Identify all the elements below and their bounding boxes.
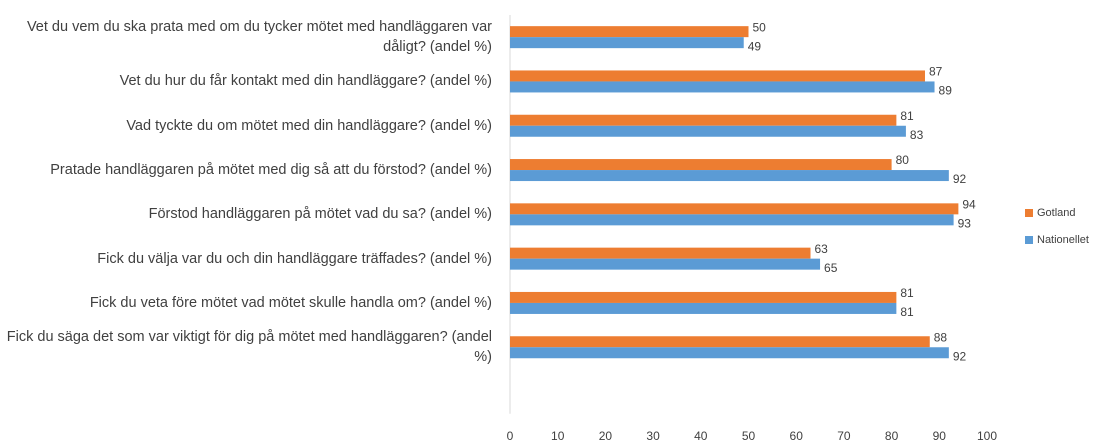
legend-swatch xyxy=(1025,236,1033,244)
x-tick-label: 90 xyxy=(933,429,947,443)
bar xyxy=(510,114,897,126)
bar xyxy=(510,70,925,82)
legend-label: Nationellet xyxy=(1037,234,1089,246)
bar xyxy=(510,258,821,270)
category-label: Förstod handläggaren på mötet vad du sa?… xyxy=(148,206,492,223)
bar xyxy=(510,159,892,171)
bar xyxy=(510,125,906,137)
bar xyxy=(510,291,897,303)
bar xyxy=(510,214,954,226)
category-label: Vad tyckte du om mötet med din handlägga… xyxy=(126,117,492,134)
x-tick-label: 50 xyxy=(742,429,756,443)
data-label: 81 xyxy=(900,286,914,300)
data-label: 89 xyxy=(939,84,953,98)
category-label: Pratade handläggaren på mötet med dig så… xyxy=(50,162,492,179)
data-label: 63 xyxy=(815,242,829,256)
bar xyxy=(510,336,930,348)
bar xyxy=(510,247,811,259)
x-tick-label: 100 xyxy=(977,429,997,443)
x-tick-label: 20 xyxy=(599,429,613,443)
bar xyxy=(510,203,959,215)
data-label: 87 xyxy=(929,65,943,79)
data-label: 65 xyxy=(824,261,838,275)
category-label: Vet du hur du får kontakt med din handlä… xyxy=(119,73,492,90)
data-label: 88 xyxy=(934,330,948,344)
bar xyxy=(510,37,744,49)
category-label: Fick du säga det som var viktigt för dig… xyxy=(6,329,492,366)
x-tick-label: 70 xyxy=(837,429,851,443)
data-label: 83 xyxy=(910,128,924,142)
x-tick-label: 40 xyxy=(694,429,708,443)
bar xyxy=(510,347,949,359)
data-label: 94 xyxy=(962,198,976,212)
data-label: 49 xyxy=(748,39,762,53)
x-tick-label: 30 xyxy=(646,429,660,443)
bar xyxy=(510,26,749,38)
data-label: 81 xyxy=(900,109,914,123)
x-tick-label: 60 xyxy=(790,429,804,443)
data-label: 50 xyxy=(753,20,767,34)
x-tick-label: 80 xyxy=(885,429,899,443)
bar xyxy=(510,302,897,314)
category-label: Vet du vem du ska prata med om du tycker… xyxy=(26,19,492,56)
data-label: 81 xyxy=(900,305,914,319)
bar xyxy=(510,170,949,182)
x-tick-label: 10 xyxy=(551,429,565,443)
data-label: 80 xyxy=(896,153,910,167)
legend-swatch xyxy=(1025,209,1033,217)
category-label: Fick du välja var du och din handläggare… xyxy=(97,250,492,267)
category-label: Fick du veta före mötet vad mötet skulle… xyxy=(89,294,492,311)
legend-label: Gotland xyxy=(1037,207,1076,219)
data-label: 92 xyxy=(953,172,967,186)
bar xyxy=(510,81,935,93)
x-tick-label: 0 xyxy=(507,429,514,443)
data-label: 93 xyxy=(958,217,972,231)
data-label: 92 xyxy=(953,349,967,363)
